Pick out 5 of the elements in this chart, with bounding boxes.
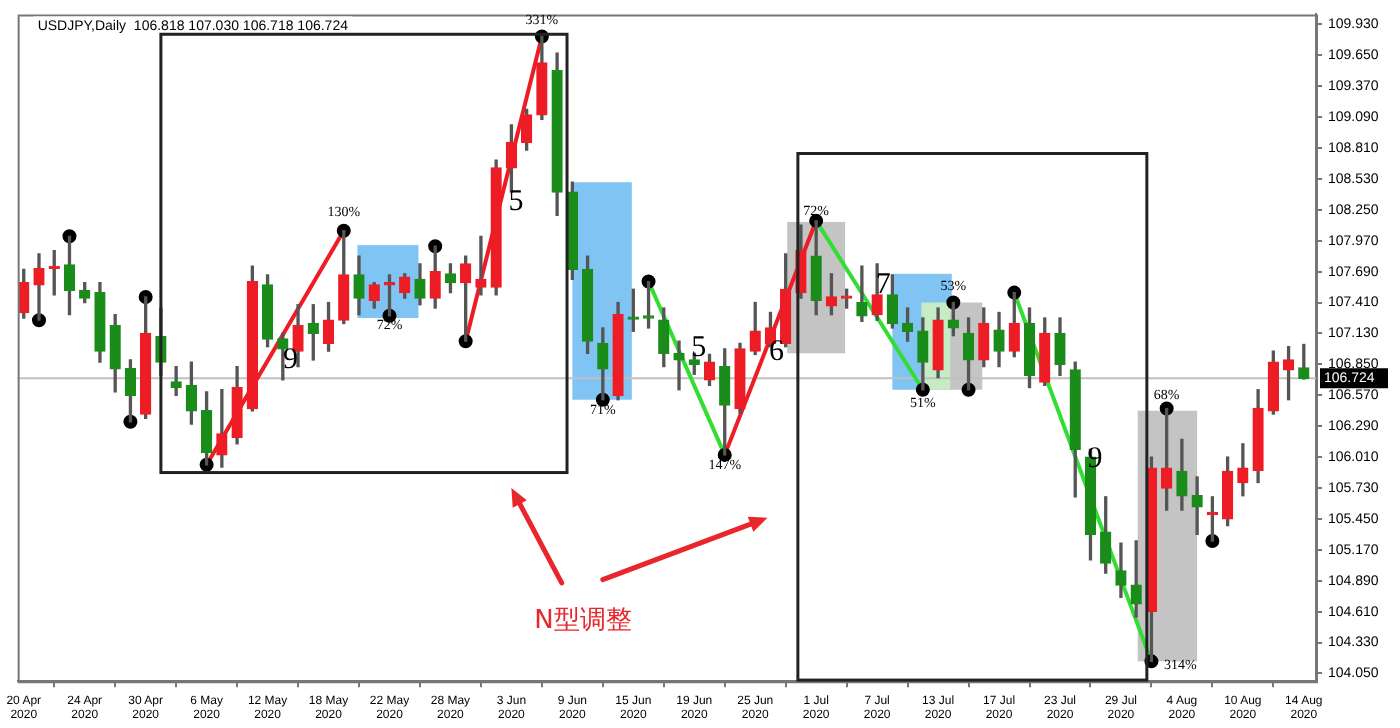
annotation: 5 <box>691 331 707 364</box>
annotation: 6 <box>769 336 786 369</box>
annotation: 9 <box>282 343 298 376</box>
annotation: 5 <box>508 185 524 218</box>
annotation: N型调整 <box>534 606 632 637</box>
